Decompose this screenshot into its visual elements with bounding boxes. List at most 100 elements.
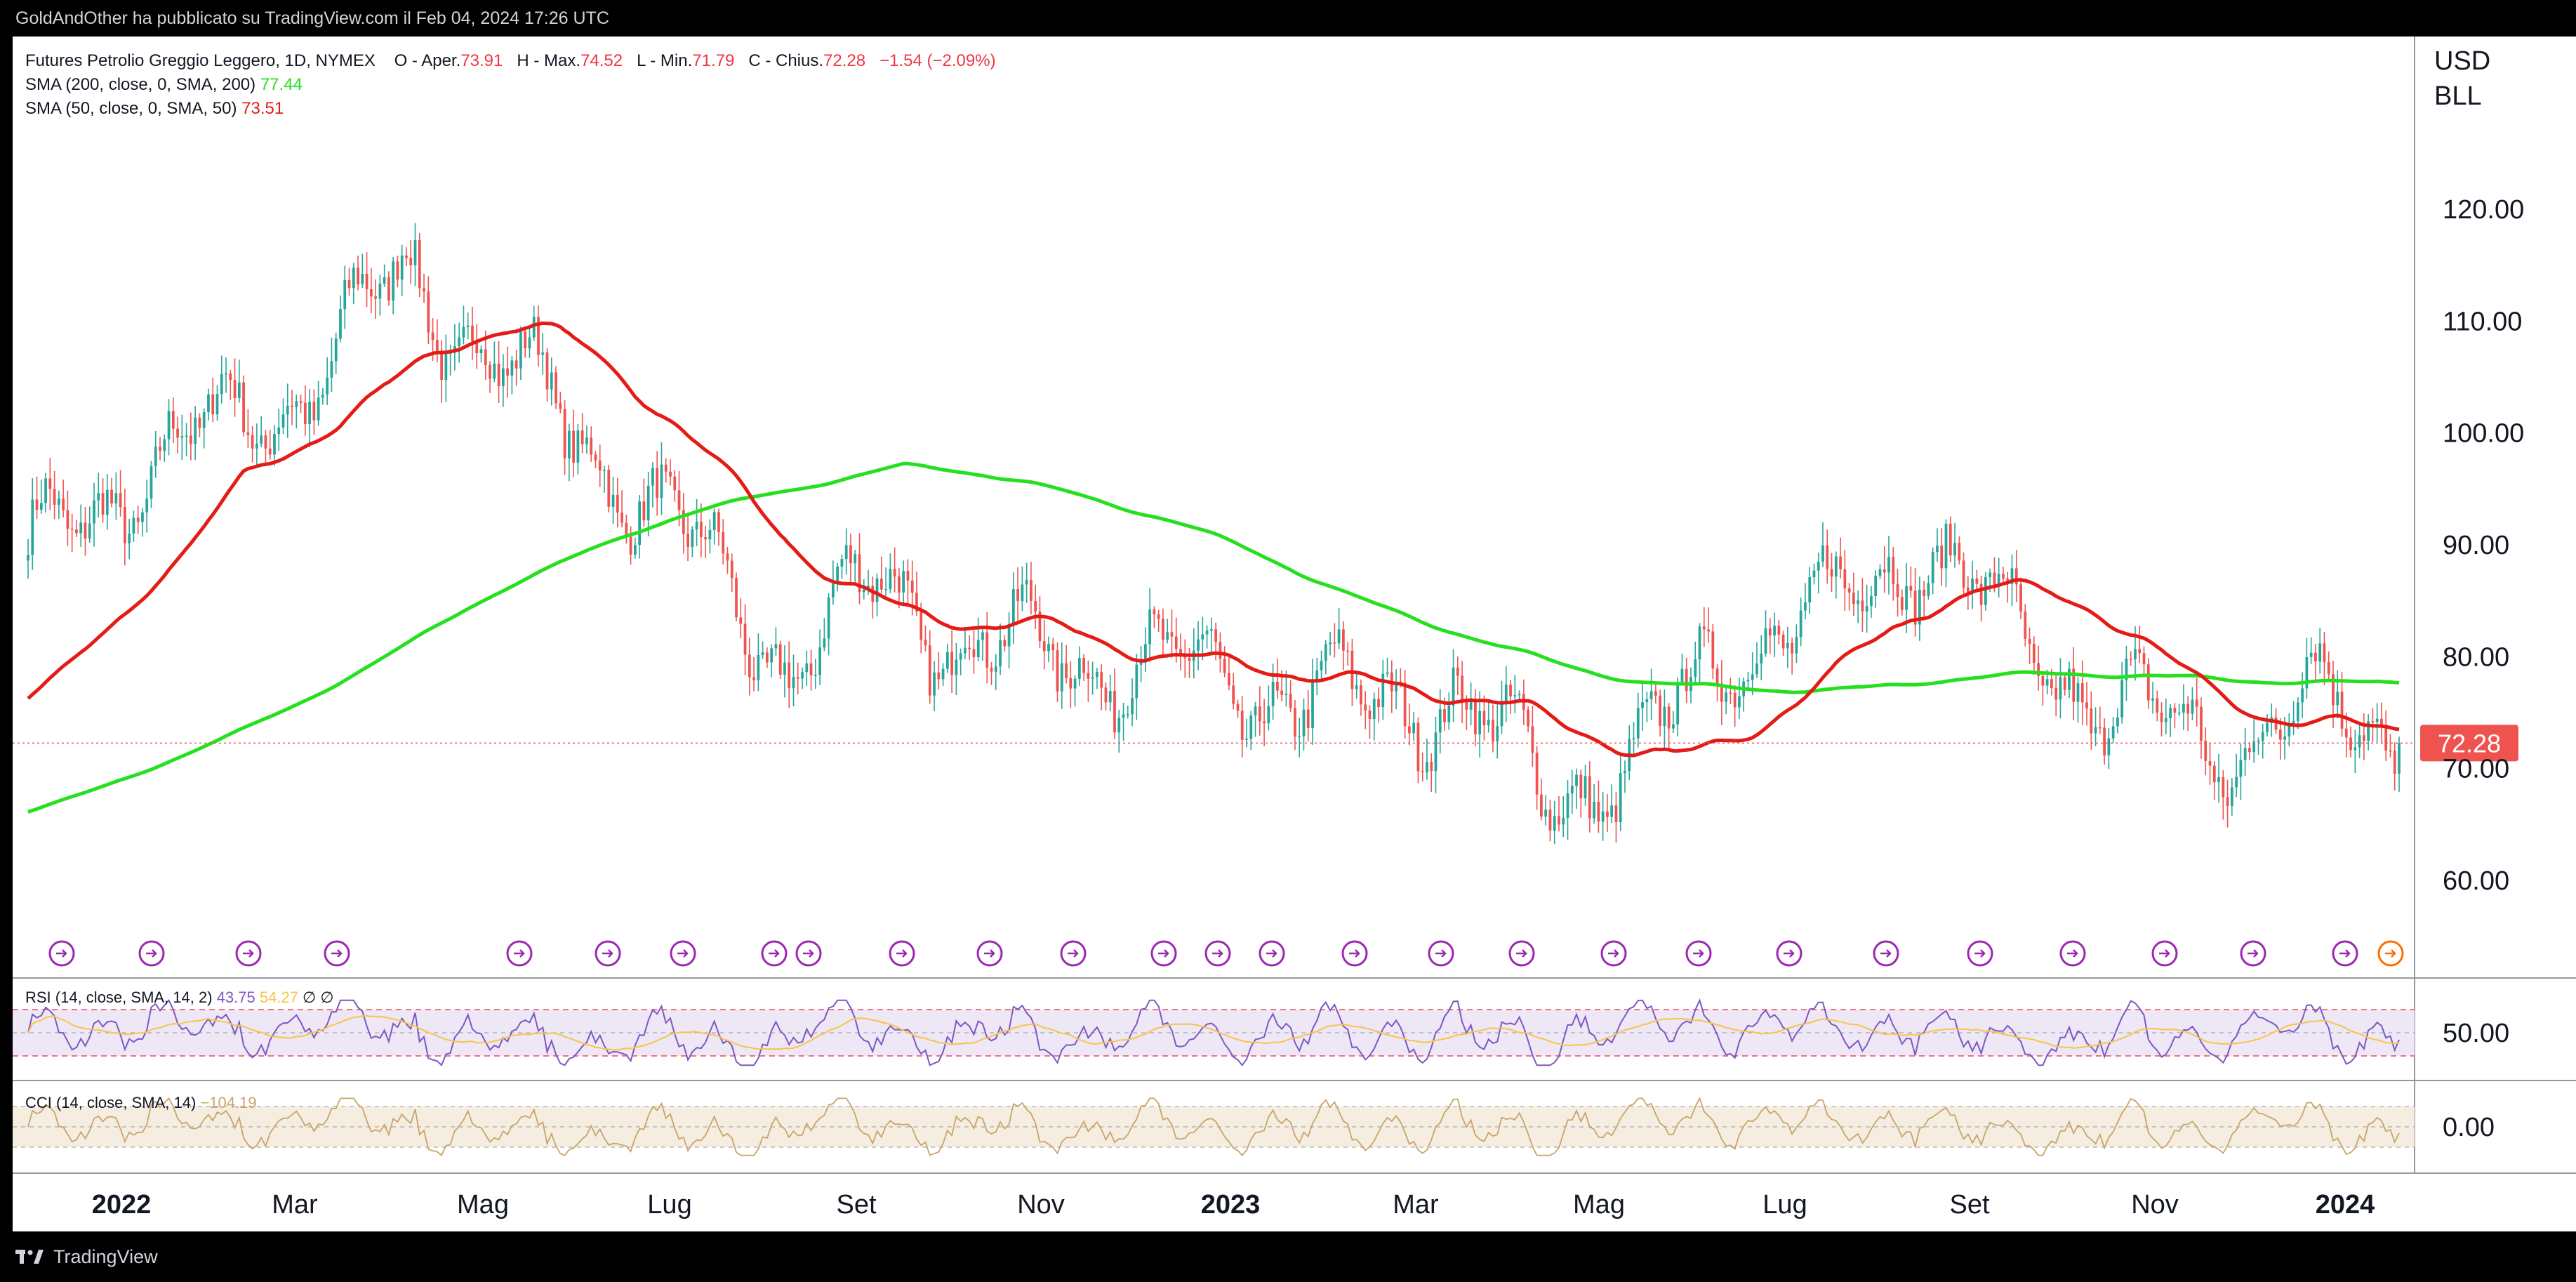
candle-body — [286, 405, 289, 415]
candle-body — [1170, 632, 1174, 637]
dividend-event-icon[interactable] — [1776, 940, 1802, 967]
dividend-event-icon[interactable] — [48, 940, 75, 967]
dividend-event-icon[interactable] — [2240, 940, 2266, 967]
candle-body — [260, 435, 263, 444]
chart-area[interactable]: 72.28 120.00 110.00 100.00 90.00 80.00 70.00 60… — [13, 37, 2576, 1231]
candle-body — [1887, 557, 1890, 573]
event-arrow-icon — [514, 949, 525, 958]
time-axis-label: Mar — [272, 1190, 318, 1220]
candle-body — [1883, 569, 1886, 573]
cci-line[interactable] — [27, 1097, 2400, 1157]
price-tick-label: 100.00 — [2443, 419, 2524, 449]
candle-body — [1245, 739, 1248, 740]
dividend-event-icon[interactable] — [1873, 940, 1899, 967]
dividend-event-icon[interactable] — [1060, 940, 1087, 967]
candle-body — [840, 559, 844, 567]
candle-body — [1518, 694, 1521, 696]
candle-body — [1685, 668, 1688, 692]
dividend-event-icon[interactable] — [1341, 940, 1368, 967]
dividend-event-icon[interactable] — [324, 940, 350, 967]
candle-body — [154, 447, 157, 466]
chart-canvas[interactable]: 72.28 120.00 110.00 100.00 90.00 80.00 70.00 60… — [13, 37, 2576, 1231]
candle-body — [35, 499, 39, 510]
candle-body — [1381, 673, 1385, 708]
candle-body — [871, 586, 875, 602]
candle-body — [1953, 543, 1956, 556]
candle-body — [1817, 561, 1820, 571]
candle-body — [955, 659, 958, 675]
cci-legend[interactable]: CCI (14, close, SMA, 14) −104.19 — [25, 1094, 257, 1112]
candle-body — [1205, 630, 1209, 635]
dividend-event-icon[interactable] — [2332, 940, 2358, 967]
candle-body — [2103, 727, 2106, 755]
sma200-line[interactable] — [27, 461, 2400, 814]
dividend-event-icon[interactable] — [235, 940, 262, 967]
candle-body — [1197, 639, 1200, 651]
dividend-event-icon[interactable] — [795, 940, 822, 967]
dividend-event-icon[interactable] — [1508, 940, 1535, 967]
candle-body — [1558, 816, 1560, 825]
event-arrow-icon — [984, 949, 995, 958]
candle-body — [555, 372, 557, 404]
candle-body — [2384, 726, 2388, 751]
candle-body — [941, 668, 945, 680]
dividend-event-icon[interactable] — [1967, 940, 1993, 967]
earnings-event-icon[interactable] — [2377, 940, 2404, 967]
rsi-legend[interactable]: RSI (14, close, SMA, 14, 2) 43.75 54.27 … — [25, 989, 334, 1007]
dividend-event-icon[interactable] — [1259, 940, 1285, 967]
candle-body — [1364, 704, 1367, 711]
candle-body — [818, 647, 821, 675]
candle-body — [1372, 699, 1376, 720]
candle-body — [2305, 656, 2309, 689]
candle-body — [1821, 545, 1824, 562]
open-value: 73.91 — [460, 51, 503, 70]
dividend-event-icon[interactable] — [1204, 940, 1231, 967]
dividend-event-icon[interactable] — [2059, 940, 2086, 967]
dividend-event-icon[interactable] — [138, 940, 165, 967]
candle-body — [326, 377, 329, 395]
dividend-event-icon[interactable] — [1150, 940, 1177, 967]
candle-body — [625, 522, 628, 537]
dividend-event-icon[interactable] — [2151, 940, 2178, 967]
candle-body — [854, 554, 857, 564]
candle-body — [2054, 687, 2058, 700]
candle-body — [251, 435, 254, 449]
candle-body — [1333, 642, 1336, 644]
candle-body — [607, 470, 611, 507]
sma50-line[interactable] — [27, 321, 2400, 758]
candle-body — [968, 647, 971, 649]
sma50-legend-row[interactable]: SMA (50, close, 0, SMA, 50) 73.51 — [25, 97, 996, 121]
candle-body — [1077, 658, 1081, 679]
candle-body — [396, 261, 399, 280]
candle-body — [1395, 681, 1397, 692]
dividend-event-icon[interactable] — [889, 940, 915, 967]
dividend-event-icon[interactable] — [506, 940, 533, 967]
candle-body — [2142, 653, 2146, 665]
candle-body — [2243, 748, 2247, 760]
candle-body — [2393, 751, 2396, 774]
candle-body — [910, 580, 914, 593]
candle-body — [1540, 794, 1543, 817]
candle-body — [2024, 612, 2027, 639]
candle-body — [898, 576, 901, 593]
candle-body — [57, 498, 60, 505]
dividend-event-icon[interactable] — [670, 940, 696, 967]
candle-body — [321, 395, 324, 398]
candle-body — [2094, 727, 2097, 734]
unit-currency: USD — [2434, 46, 2491, 76]
rsi-line[interactable] — [27, 998, 2400, 1066]
candle-body — [580, 430, 584, 444]
dividend-event-icon[interactable] — [1600, 940, 1627, 967]
dividend-event-icon[interactable] — [595, 940, 621, 967]
candle-body — [440, 350, 443, 380]
candle-body — [303, 402, 307, 424]
sma200-legend-row[interactable]: SMA (200, close, 0, SMA, 200) 77.44 — [25, 73, 996, 97]
candle-body — [220, 374, 223, 395]
candle-body — [1228, 673, 1230, 686]
dividend-event-icon[interactable] — [1428, 940, 1454, 967]
candle-body — [646, 485, 650, 521]
dividend-event-icon[interactable] — [976, 940, 1003, 967]
candle-body — [528, 337, 531, 349]
dividend-event-icon[interactable] — [1685, 940, 1712, 967]
dividend-event-icon[interactable] — [761, 940, 788, 967]
